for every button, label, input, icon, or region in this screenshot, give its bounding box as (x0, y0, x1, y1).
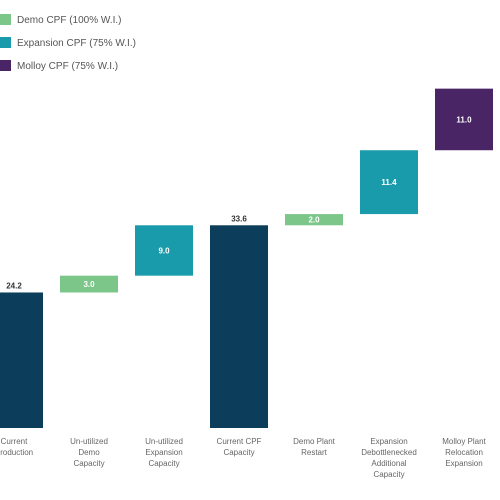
category-label: Expansion Debottlenecked Additional Capacit… (361, 437, 417, 479)
legend-entry: Expansion CPF (75% W.I.) (17, 38, 136, 49)
total-bar (210, 225, 268, 428)
category-label: Molloy Plant Relocation Expansion (442, 437, 486, 468)
legend-entry: Demo CPF (100% W.I.) (17, 15, 121, 26)
bar-value-label: 24.2 (6, 281, 22, 290)
chart-category-labels: CurrentProduction Un-utilizedDemoCapacity… (0, 437, 487, 479)
bar-value-label: 11.4 (381, 178, 397, 187)
legend-swatch (0, 60, 11, 71)
bar-value-label: 2.0 (308, 216, 320, 225)
category-label: Current CPF Capacity (217, 437, 262, 457)
delta-bar (435, 88, 493, 151)
delta-bar (360, 150, 418, 215)
legend-swatch (0, 14, 11, 25)
bar-value-label: 9.0 (158, 246, 170, 255)
category-label: Un-utilized Expansion Capacity (145, 437, 183, 468)
category-label: Un-utilized Demo Capacity (70, 437, 108, 468)
category-label: Demo Plant Restart (293, 437, 336, 457)
chart-legend: Demo CPF (100% W.I.) Expansion CPF (75% W… (0, 14, 136, 72)
total-bar (0, 292, 43, 428)
chart-bars (0, 88, 493, 428)
chart-value-labels: 24.2 3.0 9.0 33.6 2.0 11.4 11.0 (6, 115, 472, 290)
category-label: CurrentProduction (0, 437, 33, 457)
bar-value-label: 11.0 (456, 115, 472, 124)
bar-value-label: 33.6 (231, 214, 247, 223)
legend-swatch (0, 37, 11, 48)
legend-entry: Molloy CPF (75% W.I.) (17, 61, 118, 72)
delta-bar (135, 225, 193, 276)
delta-bar (60, 275, 118, 293)
bar-value-label: 3.0 (83, 280, 95, 289)
delta-bar (285, 214, 343, 226)
